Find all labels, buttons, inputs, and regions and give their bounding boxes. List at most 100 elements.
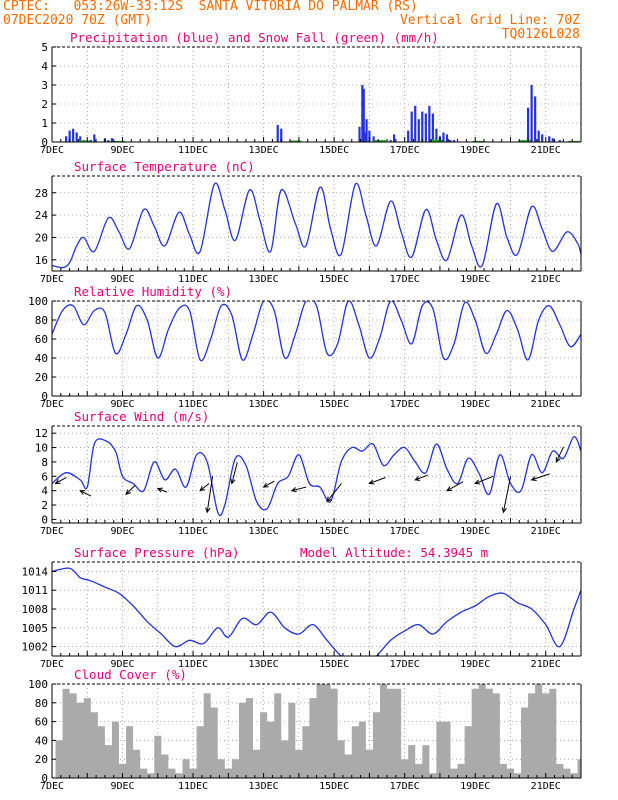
- y-tick-label: 2: [41, 499, 48, 512]
- precip-bar: [449, 140, 452, 142]
- x-tick-label: 17DEC: [390, 274, 420, 285]
- panel-pressure: 7DEC 9DEC 11DEC 13DEC 15DEC 17DEC 19DEC 21DEC 10…: [22, 545, 582, 670]
- x-tick-label: 13DEC: [249, 781, 279, 792]
- x-tick-label: 13DEC: [249, 399, 279, 410]
- x-tick-label: 7DEC: [40, 659, 64, 670]
- precip-bar: [392, 134, 396, 142]
- plot-area-rh: [52, 301, 581, 362]
- precip-bar: [452, 140, 456, 142]
- y-tick-label: 28: [35, 187, 48, 200]
- wind-vector: [502, 476, 512, 513]
- precip-bar: [442, 132, 445, 142]
- snow-bar: [567, 140, 580, 142]
- wind-arrowhead: [230, 478, 236, 485]
- precip-bar: [537, 130, 540, 142]
- x-tick-label: 11DEC: [178, 145, 208, 156]
- x-tick-label: 9DEC: [110, 781, 134, 792]
- plot-area-temp: [52, 182, 581, 269]
- header-model-id: TQ0126L028: [501, 27, 580, 42]
- wind-arrowhead: [445, 486, 453, 492]
- precip-bar: [68, 130, 71, 142]
- panel-title: Precipitation (blue) and Snow Fall (gree…: [70, 30, 439, 45]
- x-tick-label: 7DEC: [40, 145, 64, 156]
- y-tick-label: 40: [35, 352, 48, 365]
- x-tick-label: 11DEC: [178, 526, 208, 537]
- y-tick-label: 1008: [22, 603, 49, 616]
- series-line-pressure: [52, 567, 581, 656]
- y-tick-label: 100: [28, 678, 48, 691]
- panel-title: Relative Humidity (%): [74, 284, 232, 299]
- x-tick-label: 9DEC: [110, 274, 134, 285]
- precip-bar: [410, 111, 413, 142]
- panel-rh: 7DEC 9DEC 11DEC 13DEC 15DEC 17DEC 19DEC 21DEC 0 2…: [28, 284, 582, 410]
- wind-arrowhead: [555, 456, 561, 463]
- wind-arrowhead: [414, 475, 421, 481]
- panel-wind: 7DEC 9DEC 11DEC 13DEC 15DEC 17DEC 19DEC 21DEC 02…: [35, 409, 582, 537]
- y-tick-label: 60: [35, 333, 48, 346]
- precip-bar: [435, 128, 438, 142]
- precip-bar: [421, 111, 424, 142]
- y-tick-label: 16: [35, 254, 48, 267]
- y-tick-label: 0: [41, 513, 48, 526]
- wind-vector: [531, 473, 550, 481]
- x-tick-label: 17DEC: [390, 145, 420, 156]
- precip-bar: [89, 140, 92, 142]
- panel-title: Surface Temperature (nC): [74, 159, 255, 174]
- x-tick-label: 15DEC: [319, 781, 349, 792]
- y-tick-label: 1011: [22, 584, 49, 597]
- precip-bar: [431, 113, 434, 142]
- precip-bar: [280, 128, 283, 142]
- x-tick-label: 9DEC: [110, 399, 134, 410]
- x-tick-label: 19DEC: [460, 399, 490, 410]
- wind-vector: [206, 476, 214, 513]
- panel-precip: 7DEC 9DEC 11DEC 13DEC 15DEC 17DEC 19DEC 21DEC 0 1…: [40, 30, 582, 156]
- precip-bar: [361, 85, 364, 142]
- precip-bar: [548, 136, 551, 142]
- x-tick-label: 17DEC: [390, 781, 420, 792]
- panel-cloud: 7DEC 9DEC 11DEC 13DEC 15DEC 17DEC 19DEC 21DEC 0 2…: [28, 667, 582, 792]
- wind-vector: [55, 477, 67, 484]
- y-tick-label: 60: [35, 716, 48, 729]
- x-tick-label: 15DEC: [319, 274, 349, 285]
- x-tick-label: 11DEC: [178, 781, 208, 792]
- wind-arrowhead: [326, 496, 332, 503]
- header-station: CPTEC: 053:26W-33:12S SANTA VITORIA DO P…: [3, 0, 418, 14]
- x-tick-label: 13DEC: [249, 659, 279, 670]
- snow-bar: [518, 140, 531, 142]
- y-tick-label: 5: [41, 41, 48, 54]
- series-line-temp: [52, 182, 581, 269]
- y-tick-label: 0: [41, 772, 48, 785]
- y-tick-label: 2: [41, 98, 48, 111]
- precip-bar: [72, 128, 75, 142]
- precip-bar: [541, 134, 544, 142]
- y-tick-label: 24: [35, 209, 49, 222]
- wind-vector: [326, 483, 342, 502]
- wind-vector: [369, 477, 386, 484]
- x-tick-label: 19DEC: [460, 659, 490, 670]
- x-tick-label: 9DEC: [110, 659, 134, 670]
- precip-bar: [93, 134, 96, 142]
- precip-bar: [389, 140, 392, 142]
- wind-arrowhead: [79, 490, 86, 495]
- wind-arrowhead: [125, 489, 131, 496]
- precip-bar: [79, 136, 82, 142]
- x-tick-label: 17DEC: [390, 399, 420, 410]
- plot-area-precip: [65, 85, 580, 142]
- snow-bar: [113, 140, 126, 142]
- y-tick-label: 0: [41, 390, 48, 403]
- x-tick-label: 19DEC: [460, 781, 490, 792]
- x-tick-label: 17DEC: [390, 659, 420, 670]
- y-tick-label: 1014: [22, 565, 49, 578]
- x-tick-label: 7DEC: [40, 399, 64, 410]
- precip-bar: [551, 138, 554, 142]
- wind-vector: [475, 475, 494, 484]
- x-tick-label: 11DEC: [178, 399, 208, 410]
- y-tick-label: 4: [41, 485, 48, 498]
- precip-bar: [75, 132, 78, 142]
- y-tick-label: 20: [35, 753, 48, 766]
- y-tick-label: 4: [41, 60, 48, 73]
- precip-bar: [527, 107, 530, 142]
- y-tick-label: 1005: [22, 622, 49, 635]
- x-tick-label: 9DEC: [110, 526, 134, 537]
- wind-arrowhead: [474, 479, 481, 485]
